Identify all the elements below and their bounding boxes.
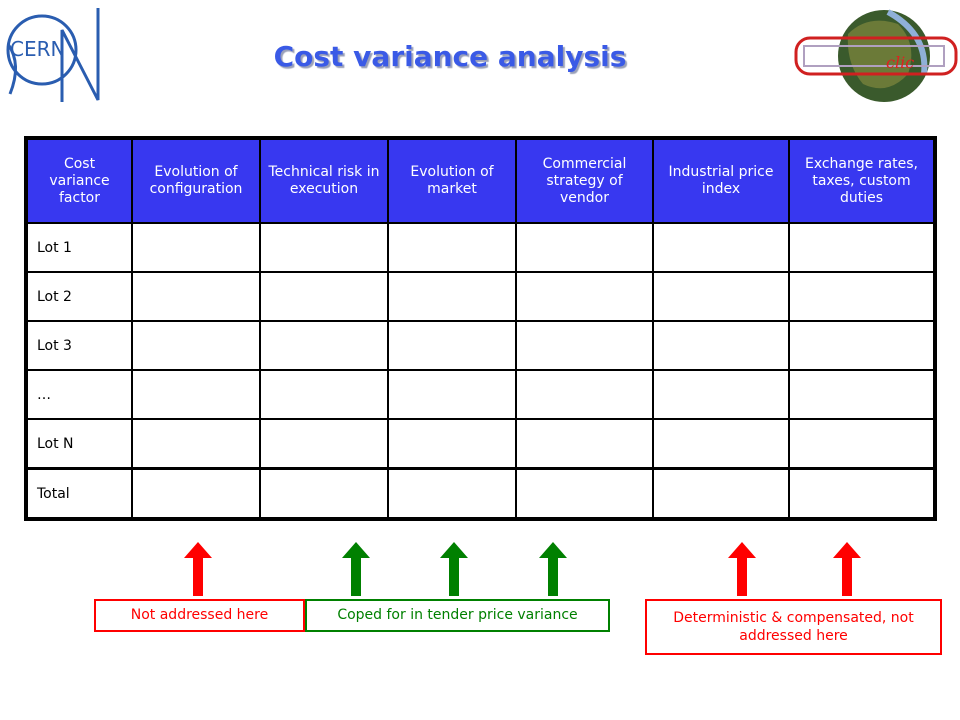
table-row-total: Total bbox=[26, 467, 935, 519]
cern-logo-text: CERN bbox=[10, 37, 65, 61]
table-cell bbox=[788, 271, 935, 322]
table-cell bbox=[387, 320, 517, 371]
table-cell bbox=[259, 222, 389, 273]
row-label: Lot 1 bbox=[26, 222, 133, 273]
table-row: Lot 3 bbox=[26, 320, 935, 371]
table-cell bbox=[387, 467, 517, 519]
table-cell bbox=[652, 320, 790, 371]
table-cell bbox=[131, 320, 261, 371]
green-up-arrow-icon bbox=[440, 542, 468, 596]
red-up-arrow-icon bbox=[728, 542, 756, 596]
table-cell bbox=[652, 271, 790, 322]
clic-logo-text: clic bbox=[886, 53, 914, 72]
table-cell bbox=[131, 222, 261, 273]
row-label: Lot 2 bbox=[26, 271, 133, 322]
row-label: Lot N bbox=[26, 418, 133, 470]
header-evolution-of-market: Evolution of market bbox=[387, 138, 517, 224]
table-cell bbox=[515, 369, 654, 420]
table-cell bbox=[515, 467, 654, 519]
table-cell bbox=[131, 418, 261, 470]
table-cell bbox=[652, 222, 790, 273]
table-cell bbox=[652, 467, 790, 519]
header-industrial-price-index: Industrial price index bbox=[652, 138, 790, 224]
table-cell bbox=[387, 222, 517, 273]
table-cell bbox=[652, 418, 790, 470]
table-cell bbox=[788, 369, 935, 420]
not-addressed-label: Not addressed here bbox=[94, 599, 305, 632]
green-up-arrow-icon bbox=[342, 542, 370, 596]
green-up-arrow-icon bbox=[539, 542, 567, 596]
table-row: Lot 2 bbox=[26, 271, 935, 322]
table-cell bbox=[131, 369, 261, 420]
cost-variance-table: Cost variance factor Evolution of config… bbox=[24, 136, 937, 521]
coped-for-label: Coped for in tender price variance bbox=[305, 599, 610, 632]
table-cell bbox=[131, 467, 261, 519]
table-cell bbox=[259, 467, 389, 519]
table-header-row: Cost variance factor Evolution of config… bbox=[26, 138, 935, 224]
table-cell bbox=[131, 271, 261, 322]
table-cell bbox=[387, 271, 517, 322]
row-label: … bbox=[26, 369, 133, 420]
table-cell bbox=[259, 320, 389, 371]
red-up-arrow-icon bbox=[833, 542, 861, 596]
row-label: Total bbox=[26, 467, 133, 519]
deterministic-label: Deterministic & compensated, not address… bbox=[645, 599, 942, 655]
table-cell bbox=[387, 418, 517, 470]
table-cell bbox=[259, 271, 389, 322]
header-technical-risk: Technical risk in execution bbox=[259, 138, 389, 224]
table-row: Lot N bbox=[26, 418, 935, 470]
table-cell bbox=[788, 467, 935, 519]
table-row: Lot 1 bbox=[26, 222, 935, 273]
red-up-arrow-icon bbox=[184, 542, 212, 596]
table-cell bbox=[259, 369, 389, 420]
table-row: … bbox=[26, 369, 935, 420]
cern-logo: CERN bbox=[6, 8, 100, 102]
header-commercial-strategy: Commercial strategy of vendor bbox=[515, 138, 654, 224]
table-cell bbox=[515, 320, 654, 371]
table-cell bbox=[652, 369, 790, 420]
table-cell bbox=[515, 418, 654, 470]
table-cell bbox=[788, 320, 935, 371]
clic-logo: clic bbox=[794, 9, 958, 102]
row-label: Lot 3 bbox=[26, 320, 133, 371]
table-cell bbox=[515, 271, 654, 322]
table-cell bbox=[788, 418, 935, 470]
page-title: Cost variance analysis bbox=[273, 40, 627, 73]
header-cost-variance-factor: Cost variance factor bbox=[26, 138, 133, 224]
header-exchange-rates: Exchange rates, taxes, custom duties bbox=[788, 138, 935, 224]
table-cell bbox=[788, 222, 935, 273]
table-cell bbox=[515, 222, 654, 273]
table-cell bbox=[259, 418, 389, 470]
header-evolution-of-configuration: Evolution of configuration bbox=[131, 138, 261, 224]
table-cell bbox=[387, 369, 517, 420]
